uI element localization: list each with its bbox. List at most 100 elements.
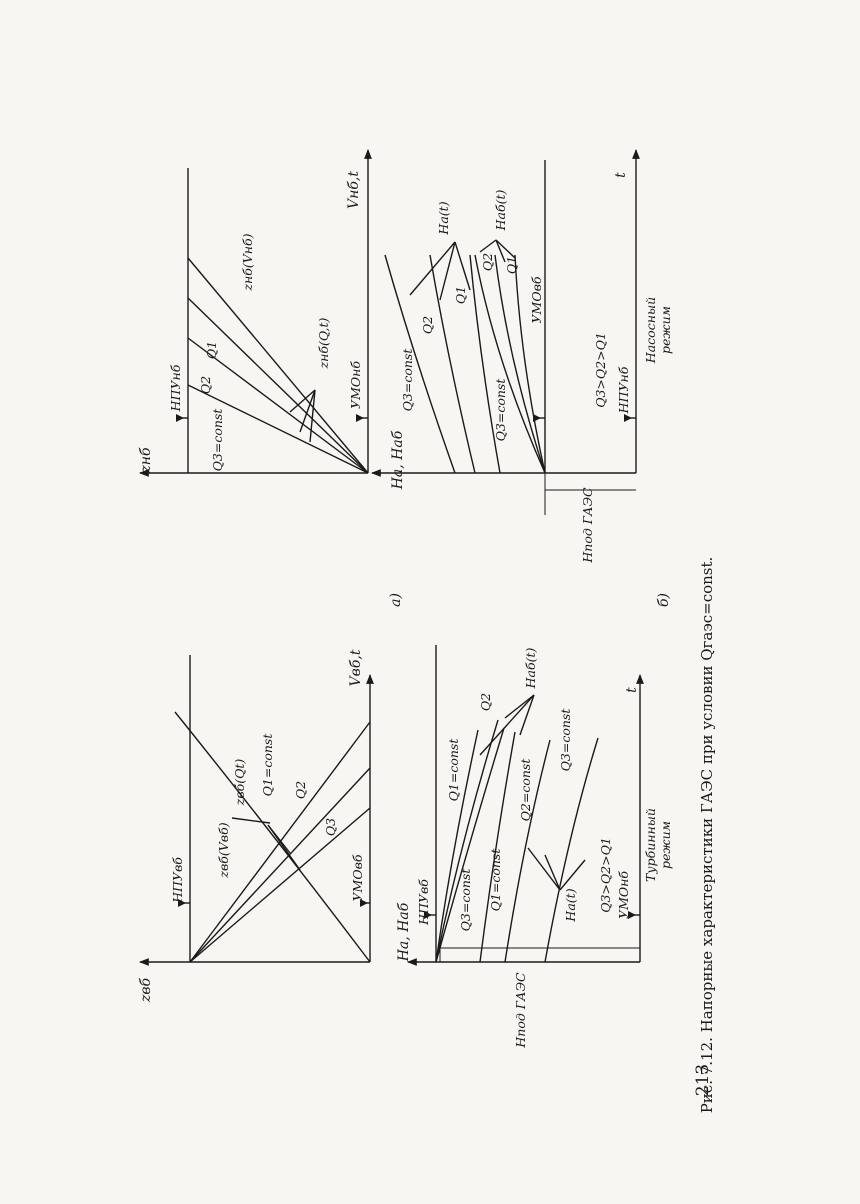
a-lower-q1-lower-label: Q1=const: [488, 848, 503, 912]
a-lower-q3-lower-label: Q3=const: [558, 708, 573, 772]
a-upper-leader: [231, 817, 271, 824]
b-upper-top-level-label: НПУнб: [168, 364, 183, 412]
b-lower-level-a-label: УМОвб: [529, 276, 544, 323]
a-lower-leader: [527, 847, 561, 891]
b-upper-curve-volume-label: zнб(Vнб): [240, 233, 255, 291]
b-upper-top-level-symbol: [176, 414, 184, 422]
panel-a-lower-diagram: [407, 645, 644, 966]
a-lower-curve-q1-upper: [435, 729, 479, 963]
b-lower-q2-lower-label: Q2: [480, 253, 495, 271]
a-lower-curve-q3-lower: [544, 737, 599, 963]
b-lower-mode-line1: Насосный: [643, 297, 658, 364]
a-upper-curve-volume-label: zвб(Vвб): [216, 822, 231, 878]
b-upper-axis-y-label: zнб: [138, 447, 154, 474]
b-upper-leader: [289, 389, 316, 413]
a-lower-leader: [519, 694, 535, 736]
a-lower-mode-line2: режим: [658, 821, 673, 869]
a-upper-q2-label: Q2: [293, 781, 308, 799]
a-lower-leader: [559, 859, 586, 891]
b-lower-leader: [454, 241, 471, 291]
a-lower-top-level-symbol: [424, 911, 432, 919]
a-upper-line-q2: [189, 767, 371, 963]
b-lower-top-level-symbol: [533, 414, 541, 422]
a-lower-bottom-level-label: УМОнб: [616, 871, 631, 919]
b-upper-leader: [299, 389, 316, 433]
b-lower-mode-line2: режим: [658, 306, 673, 354]
a-upper-bottom-level-label: УМОвб: [350, 854, 365, 901]
a-lower-hpod-label: Hпод ГАЭС: [513, 972, 528, 1049]
b-lower-h-ab-label: Hаб(t): [493, 190, 508, 232]
b-upper-bottom-level-label: УМОнб: [348, 361, 363, 409]
a-upper-leader: [267, 824, 301, 871]
b-lower-level-b-label: НПУнб: [616, 366, 631, 414]
a-lower-q2-lower-label: Q2=const: [518, 758, 533, 822]
a-lower-bottom-level-symbol: [628, 911, 636, 919]
page-number: 213: [693, 1064, 713, 1096]
a-upper-top-level-label: НПУвб: [170, 857, 185, 904]
b-lower-q1-upper-label: Q1: [453, 286, 468, 304]
a-upper-bottom-level-symbol: [360, 899, 368, 907]
b-lower-q1-lower-label: Q1: [504, 256, 519, 274]
a-lower-axis-x-label: t: [624, 687, 640, 693]
a-lower-q2-upper-label: Q2: [478, 693, 493, 711]
b-lower-leader: [409, 241, 456, 296]
b-lower-q3-upper-label: Q3=const: [400, 348, 415, 412]
b-upper-line-q3: [187, 384, 369, 474]
a-upper-q1-label: Q1=const: [260, 733, 275, 797]
a-lower-curve-q2-upper: [435, 719, 499, 963]
b-lower-axis-y-label: Hа, Hаб: [390, 430, 406, 490]
a-lower-axis-y-label: Hа, Hаб: [396, 902, 412, 962]
level-symbols: [176, 414, 636, 919]
b-upper-leader: [309, 389, 316, 443]
a-upper-curve-time-label: zвб(Qt): [232, 759, 247, 807]
a-lower-top-level-label: НПУвб: [416, 879, 431, 926]
b-upper-q3-label: Q3=const: [210, 408, 225, 472]
b-lower-curve-q3-upper: [384, 254, 456, 474]
b-upper-curve-time-label: zнб(Q,t): [316, 317, 331, 369]
b-lower-axis-x-label: t: [613, 172, 629, 178]
b-lower-curve-q3-lower: [474, 254, 546, 474]
b-lower-bottom-level-symbol: [624, 414, 632, 422]
panel-b-lower-diagram: [371, 149, 640, 515]
b-lower-h-a-label: Hа(t): [436, 201, 451, 235]
b-upper-line-q2: [187, 337, 369, 474]
b-lower-leader: [495, 239, 506, 263]
a-lower-q3-upper-label: Q3=const: [458, 868, 473, 932]
a-upper-q3-label: Q3: [323, 818, 338, 836]
b-lower-q2-upper-label: Q2: [420, 316, 435, 334]
b-lower-leader: [495, 239, 516, 259]
a-lower-inequality: Q3>Q2>Q1: [598, 837, 613, 913]
sublabel-b: б): [656, 593, 672, 607]
b-lower-leader: [439, 241, 456, 301]
b-upper-line-q1: [187, 297, 369, 474]
a-lower-leader: [504, 694, 535, 719]
b-lower-curve-q1-lower: [514, 254, 546, 474]
sublabel-a: а): [388, 593, 404, 607]
b-lower-inequality: Q3>Q2>Q1: [593, 332, 608, 408]
b-lower-leader: [479, 239, 497, 253]
a-upper-top-level-symbol: [178, 899, 186, 907]
a-lower-curve-q2-lower: [504, 739, 551, 963]
b-lower-q3-lower-label: Q3=const: [493, 378, 508, 442]
a-lower-leader: [544, 854, 561, 891]
a-upper-axis-y-label: zвб: [138, 978, 154, 1004]
b-lower-curve-q2-lower: [494, 254, 546, 474]
b-upper-q1-label: Q1: [204, 341, 219, 359]
a-lower-leader: [479, 694, 535, 756]
a-upper-axis-x-label: Vвб,t: [348, 649, 364, 686]
panel-b-upper-diagram: [139, 149, 372, 477]
b-lower-curve-q2-upper: [429, 254, 476, 474]
a-lower-h-ab-label: Hаб(t): [523, 648, 538, 690]
a-upper-line-q3: [189, 807, 371, 963]
b-upper-line-znb-vnb: [187, 257, 369, 474]
b-lower-hpod-label: Hпод ГАЭС: [580, 487, 595, 564]
figure-caption: Рис. 7.12. Напорные характеристики ГАЭС …: [698, 557, 716, 1114]
panel-a-upper-diagram: [139, 655, 374, 966]
a-lower-mode-line1: Турбинный: [643, 808, 658, 882]
b-upper-bottom-level-symbol: [356, 414, 364, 422]
a-lower-curve-q3-upper: [435, 727, 505, 963]
b-upper-axis-x-label: Vнб,t: [346, 171, 362, 209]
a-lower-q1-upper-label: Q1=const: [446, 738, 461, 802]
